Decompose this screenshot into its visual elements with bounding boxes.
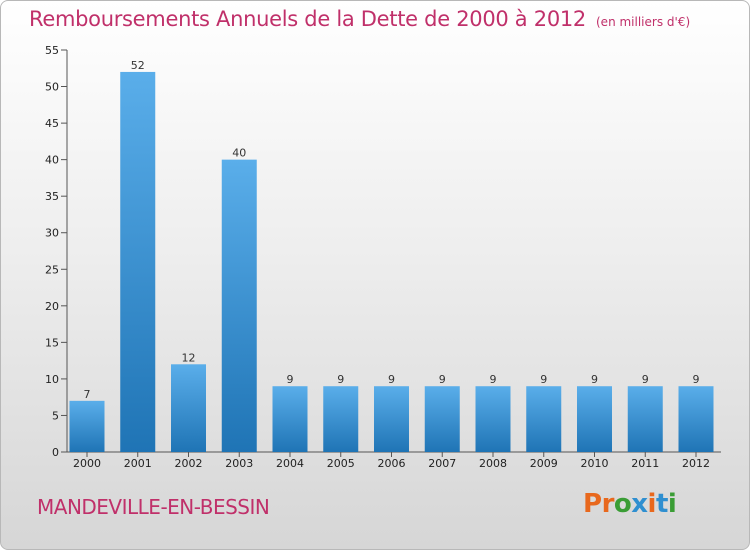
logo-letter: i	[667, 489, 677, 519]
data-label-2010: 9	[591, 373, 598, 386]
bar-2001	[120, 71, 156, 452]
bar-2011	[627, 386, 663, 452]
bar-2007	[424, 386, 460, 452]
bar-2010	[577, 386, 612, 452]
data-label-2006: 9	[388, 373, 395, 386]
data-label-2002: 12	[182, 351, 196, 364]
bar-2009	[526, 386, 562, 452]
x-tick-label-2009: 2009	[530, 457, 558, 470]
bars: 7 52 12 40 9 9 9 9 9 9 9 9 9	[69, 59, 714, 453]
x-tick-label-2010: 2010	[581, 457, 609, 470]
data-label-2009: 9	[540, 373, 547, 386]
x-tick-label-2011: 2011	[631, 457, 659, 470]
unit-note: (en milliers d'€)	[596, 15, 691, 29]
bar-2002	[171, 364, 206, 452]
y-tick-label: 25	[45, 263, 59, 276]
bar-2008	[475, 386, 511, 452]
x-tick-label-2002: 2002	[175, 457, 203, 470]
data-label-2008: 9	[490, 373, 497, 386]
y-tick-label: 40	[45, 154, 59, 167]
data-label-2007: 9	[439, 373, 446, 386]
y-tick-label: 45	[45, 117, 59, 130]
data-label-2005: 9	[337, 373, 344, 386]
chart-title: Remboursements Annuels de la Dette de 20…	[29, 7, 586, 31]
x-tick-label-2008: 2008	[479, 457, 507, 470]
logo-letter: x	[631, 489, 648, 519]
logo-letter: o	[613, 489, 632, 519]
x-tick-label-2007: 2007	[428, 457, 456, 470]
logo-letter: i	[647, 489, 657, 519]
x-tick-label-2012: 2012	[682, 457, 710, 470]
commune-name: MANDEVILLE-EN-BESSIN	[37, 495, 270, 519]
data-label-2001: 52	[131, 59, 145, 72]
title-row: Remboursements Annuels de la Dette de 20…	[29, 7, 690, 31]
data-label-2000: 7	[84, 388, 91, 401]
proxiti-logo: Proxiti	[583, 489, 677, 519]
bar-2006	[374, 386, 409, 452]
y-tick-label: 35	[45, 190, 59, 203]
data-label-2012: 9	[693, 373, 700, 386]
bar-2000	[69, 400, 105, 452]
data-label-2011: 9	[642, 373, 649, 386]
y-tick-label: 10	[45, 373, 59, 386]
logo-letter: P	[583, 489, 602, 519]
y-tick-label: 50	[45, 81, 59, 94]
logo-letter: r	[601, 489, 615, 519]
x-tick-label-2005: 2005	[327, 457, 355, 470]
y-tick-label: 0	[52, 446, 59, 459]
y-tick-label: 20	[45, 300, 59, 313]
data-label-2003: 40	[232, 147, 246, 160]
y-tick-label: 5	[52, 409, 59, 422]
x-tick-label-2001: 2001	[124, 457, 152, 470]
x-tick-label-2004: 2004	[276, 457, 304, 470]
bar-2012	[678, 386, 714, 452]
y-tick-label: 30	[45, 227, 59, 240]
bar-2005	[323, 386, 359, 452]
x-tick-label-2003: 2003	[225, 457, 253, 470]
x-tick-label-2006: 2006	[378, 457, 406, 470]
logo-letter: t	[655, 489, 668, 519]
y-tick-label: 55	[45, 44, 59, 57]
axes: 0 5 10 15 20 25 30 35 40 45 50 55 2000 2001 2002 2003 20…	[45, 44, 721, 470]
y-tick-label: 15	[45, 336, 59, 349]
bar-2003	[221, 159, 257, 453]
bar-2004	[272, 386, 308, 452]
data-label-2004: 9	[287, 373, 294, 386]
x-tick-label-2000: 2000	[73, 457, 101, 470]
